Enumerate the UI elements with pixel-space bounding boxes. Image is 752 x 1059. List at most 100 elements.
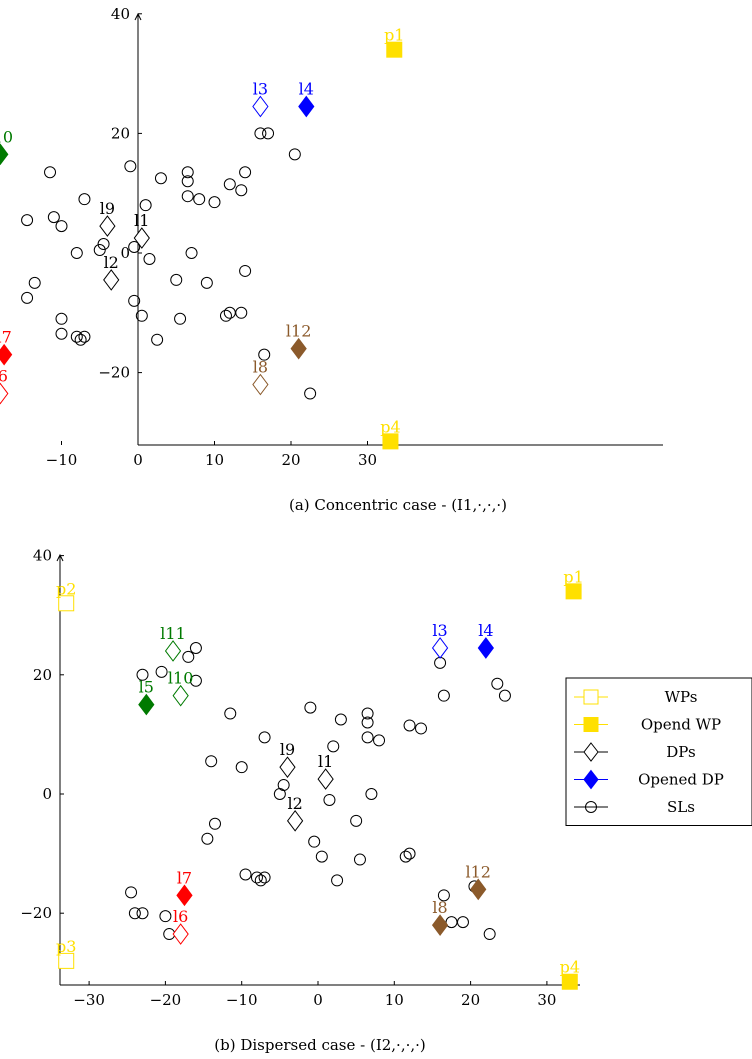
sl-point	[205, 755, 218, 768]
sl-point	[182, 650, 195, 663]
dp-point-l9	[279, 756, 296, 779]
sl-point	[361, 716, 374, 729]
y-tick-label: 20	[111, 124, 130, 142]
wp-label-p1: p1	[384, 26, 404, 45]
sl-point	[456, 916, 469, 929]
x-tick-label: −30	[73, 991, 105, 1009]
sl-point	[327, 740, 340, 753]
dp-label-l3: l3	[432, 621, 447, 640]
dp-point-l4	[298, 95, 315, 118]
legend-label: WPs	[665, 688, 698, 706]
caption-dispersed: (b) Dispersed case - (I2,·,·,·)	[214, 1036, 426, 1054]
sl-point	[78, 193, 91, 206]
sl-point	[201, 832, 214, 845]
sl-point	[334, 713, 347, 726]
dp-label-l7: l7	[0, 328, 12, 347]
wp-point-p4	[382, 433, 399, 450]
x-tick-label: 10	[205, 451, 224, 469]
dp-label-l3: l3	[253, 79, 268, 98]
sl-point	[353, 853, 366, 866]
sl-point	[21, 291, 34, 304]
dp-point-l2	[103, 269, 120, 291]
sl-point	[74, 333, 87, 346]
sl-point	[365, 788, 378, 800]
sl-point	[125, 886, 138, 899]
dp-label-l1: l1	[318, 752, 333, 771]
sl-point	[223, 306, 236, 319]
dp-label-l10: l10	[0, 127, 13, 146]
x-tick-label: −20	[150, 991, 182, 1009]
x-tick-label: 10	[385, 991, 404, 1009]
dp-point-l1	[317, 768, 334, 790]
y-tick-label: 20	[33, 666, 52, 684]
sl-point	[235, 761, 248, 774]
dp-label-l8: l8	[432, 898, 447, 917]
sl-point	[491, 677, 504, 690]
sl-point	[304, 701, 317, 714]
dp-label-l7: l7	[177, 868, 192, 887]
dp-label-l11: l11	[0, 82, 2, 101]
chart-panel-dispersed: −30 −20 −10 0 10 20 30 −20 0 20 40 l1 l2 l3 l4 l5 l6 l7 l8…	[20, 547, 583, 1009]
sl-point	[143, 252, 156, 265]
dp-label-l12: l12	[286, 322, 311, 341]
sl-point	[399, 850, 412, 863]
y-tick-label: 0	[120, 244, 130, 262]
sl-point	[498, 689, 511, 702]
x-tick-label: 30	[358, 451, 377, 469]
dp-label-l10: l10	[168, 669, 193, 688]
sl-point	[415, 722, 428, 735]
legend-label: DPs	[666, 743, 695, 761]
dp-point-l7	[176, 884, 193, 907]
x-tick-label: 0	[313, 991, 323, 1009]
x-tick-label: 20	[461, 991, 480, 1009]
sl-point	[181, 175, 194, 188]
sl-point	[315, 850, 328, 863]
sl-point	[483, 928, 496, 941]
dp-point-l7	[0, 343, 13, 366]
sl-point	[208, 817, 221, 830]
sl-point	[128, 294, 141, 307]
sl-point	[128, 907, 141, 920]
wp-label-p4: p4	[380, 417, 400, 436]
dp-label-l8: l8	[253, 358, 268, 377]
sl-point	[235, 306, 248, 319]
legend-circle-icon	[585, 801, 597, 813]
sl-point	[159, 910, 172, 923]
sl-point	[200, 276, 213, 289]
wp-point-p2	[58, 595, 75, 612]
sl-point	[181, 190, 194, 203]
sl-point	[273, 788, 286, 800]
dp-point-l4	[477, 637, 494, 659]
dp-point-l9	[99, 215, 116, 237]
dp-label-l6: l6	[173, 907, 188, 926]
sl-point	[124, 160, 137, 173]
y-axis-arrow-icon	[56, 553, 64, 562]
y-tick-label: 40	[33, 547, 52, 565]
dp-label-l11: l11	[160, 624, 185, 643]
sl-point	[288, 148, 301, 161]
dp-label-l9: l9	[100, 199, 115, 218]
chart-panel-concentric: −30−20−100102030−2002040l1l2l3l4l5l6l7l8…	[0, 5, 663, 469]
sl-point	[55, 327, 68, 340]
sl-point	[258, 348, 271, 361]
sl-point	[70, 247, 83, 259]
sl-point	[250, 871, 263, 884]
sl-point	[254, 874, 267, 887]
y-tick-label: 40	[111, 5, 130, 23]
dp-label-l2: l2	[104, 253, 119, 272]
sl-point	[262, 127, 275, 140]
wp-point-p3	[58, 952, 75, 969]
sl-point	[350, 814, 363, 827]
sl-point	[239, 868, 252, 881]
x-tick-label: −10	[226, 991, 258, 1009]
sl-point	[128, 241, 141, 254]
wp-label-p1: p1	[563, 567, 583, 586]
dp-point-l3	[431, 637, 449, 659]
dp-label-l2: l2	[287, 794, 302, 813]
dp-label-l6: l6	[0, 367, 8, 386]
sl-point	[258, 871, 271, 884]
caption-concentric: (a) Concentric case - (I1,·,·,·)	[289, 496, 507, 514]
sl-point	[170, 273, 183, 286]
sl-point	[93, 244, 106, 257]
sl-point	[47, 211, 60, 224]
